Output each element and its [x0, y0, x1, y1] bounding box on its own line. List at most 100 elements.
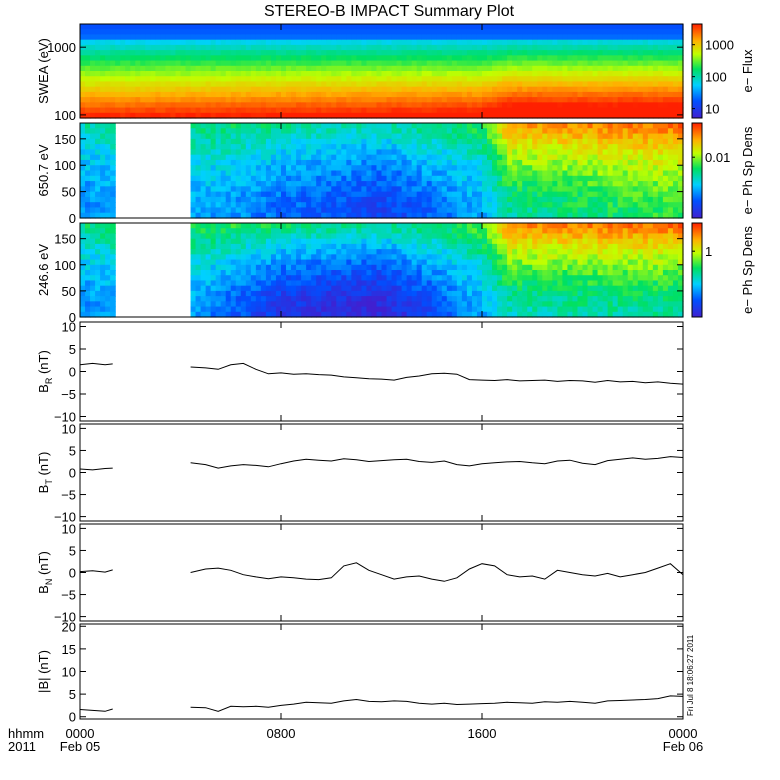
swea-cell	[627, 112, 634, 119]
pad650-cell	[396, 154, 403, 161]
swea-cell	[552, 91, 558, 98]
pad650-cell	[296, 159, 302, 166]
pad650-cell	[517, 207, 523, 214]
pad650-cell	[607, 186, 614, 193]
swea-cell	[492, 71, 498, 77]
pad246-cell	[230, 306, 237, 313]
pad650-cell	[341, 138, 347, 145]
pad246-cell	[100, 275, 106, 282]
pad246-cell	[306, 228, 312, 235]
swea-cell	[456, 91, 463, 98]
swea-cell	[612, 91, 619, 98]
pad650-cell	[260, 212, 267, 219]
pad650-cell	[346, 128, 352, 135]
swea-cell	[165, 112, 172, 119]
pad650-cell	[100, 128, 106, 135]
swea-cell	[376, 34, 383, 41]
pad246-cell	[110, 275, 116, 282]
pad650-cell	[471, 128, 478, 135]
swea-cell	[230, 112, 237, 119]
swea-cell	[80, 76, 86, 83]
swea-cell	[487, 44, 493, 51]
pad650-cell	[602, 154, 609, 161]
pad650-cell	[321, 149, 327, 156]
swea-cell	[582, 24, 589, 30]
pad650-cell	[612, 128, 619, 135]
pad650-cell	[547, 138, 553, 145]
swea-cell	[366, 39, 373, 46]
swea-cell	[532, 65, 538, 72]
swea-cell	[647, 71, 654, 77]
pad650-cell	[230, 123, 237, 129]
pad650-cell	[95, 170, 101, 177]
swea-cell	[637, 112, 644, 119]
swea-cell	[547, 44, 553, 51]
swea-cell	[652, 112, 659, 119]
pad650-cell	[657, 175, 664, 182]
swea-cell	[331, 102, 337, 109]
pad650-cell	[306, 170, 312, 177]
pad650-cell	[597, 144, 604, 150]
pad650-cell	[476, 159, 483, 166]
swea-cell	[461, 97, 468, 103]
swea-cell	[296, 50, 302, 56]
pad246-cell	[225, 306, 232, 313]
pad650-cell	[286, 159, 292, 166]
pad246-cell	[275, 259, 282, 266]
pad246-cell	[351, 238, 357, 245]
pad650-cell	[532, 181, 538, 187]
swea-cell	[667, 102, 674, 109]
swea-cell	[351, 91, 357, 98]
pad246-cell	[321, 243, 327, 250]
swea-cell	[677, 65, 684, 72]
pad650-cell	[416, 196, 423, 203]
pad246-cell	[361, 285, 368, 292]
pad246-cell	[110, 290, 116, 297]
pad650-cell	[95, 133, 101, 140]
pad246-cell	[90, 285, 96, 292]
swea-cell	[336, 44, 342, 51]
swea-cell	[105, 86, 111, 93]
pad246-cell	[210, 270, 217, 276]
pad650-cell	[532, 133, 538, 140]
pad650-cell	[245, 207, 252, 214]
swea-cell	[90, 71, 96, 77]
pad246-cell	[200, 311, 207, 318]
swea-cell	[517, 76, 523, 83]
pad246-cell	[396, 264, 403, 271]
swea-cell	[522, 76, 528, 83]
swea-cell	[80, 86, 86, 93]
swea-cell	[537, 34, 543, 41]
pad650-cell	[281, 191, 287, 198]
swea-cell	[672, 97, 679, 103]
swea-cell	[100, 91, 106, 98]
swea-cell	[562, 76, 569, 83]
pad246-cell	[326, 238, 332, 245]
pad650-cell	[547, 170, 553, 177]
swea-cell	[351, 60, 357, 67]
swea-cell	[130, 29, 136, 36]
swea-cell	[140, 55, 146, 62]
pad246-cell	[215, 285, 222, 292]
swea-cell	[250, 65, 257, 72]
swea-cell	[110, 34, 116, 41]
pad650-cell	[80, 207, 86, 214]
pad650-cell	[215, 123, 222, 129]
pad650-cell	[351, 159, 357, 166]
pad650-cell	[255, 202, 262, 209]
pad650-cell	[411, 181, 418, 187]
pad650-cell	[497, 181, 503, 187]
swea-cell	[632, 91, 639, 98]
swea-cell	[411, 55, 418, 62]
swea-cell	[265, 29, 272, 36]
pad246-cell	[105, 290, 111, 297]
pad650-cell	[95, 154, 101, 161]
pad246-cell	[391, 296, 398, 302]
pad246-cell	[381, 254, 388, 261]
pad246-cell	[326, 243, 332, 250]
pad650-cell	[321, 128, 327, 135]
pad650-cell	[471, 186, 478, 193]
swea-cell	[431, 76, 438, 83]
pad650-cell	[431, 186, 438, 193]
swea-cell	[255, 29, 262, 36]
